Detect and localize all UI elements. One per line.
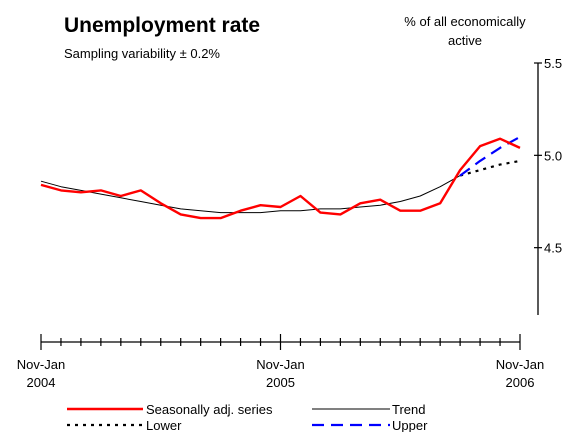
series-line-seasonally-adj-series <box>40 137 521 220</box>
series-line-lower <box>459 159 521 177</box>
x-tick-year-label: 2005 <box>266 375 295 390</box>
legend-label: Upper <box>392 418 428 432</box>
y-axis-label: % of all economically active <box>404 14 526 48</box>
chart-title: Unemployment rate <box>64 14 261 37</box>
x-tick-year-label: 2004 <box>27 375 56 390</box>
x-tick-label: Nov-Jan <box>256 357 304 372</box>
legend-label: Trend <box>392 402 425 417</box>
x-tick-label: Nov-Jan <box>17 357 65 372</box>
legend-label: Lower <box>146 418 182 432</box>
y-tick-label: 5.0 <box>544 148 562 163</box>
series-line-trend <box>40 175 461 214</box>
x-tick-label: Nov-Jan <box>496 357 544 372</box>
y-tick-label: 4.5 <box>544 241 562 256</box>
legend-label: Seasonally adj. series <box>146 402 273 417</box>
chart-subtitle: Sampling variability ± 0.2% <box>64 46 220 61</box>
y-tick-label: 5.5 <box>544 56 562 71</box>
x-tick-year-label: 2006 <box>506 375 535 390</box>
